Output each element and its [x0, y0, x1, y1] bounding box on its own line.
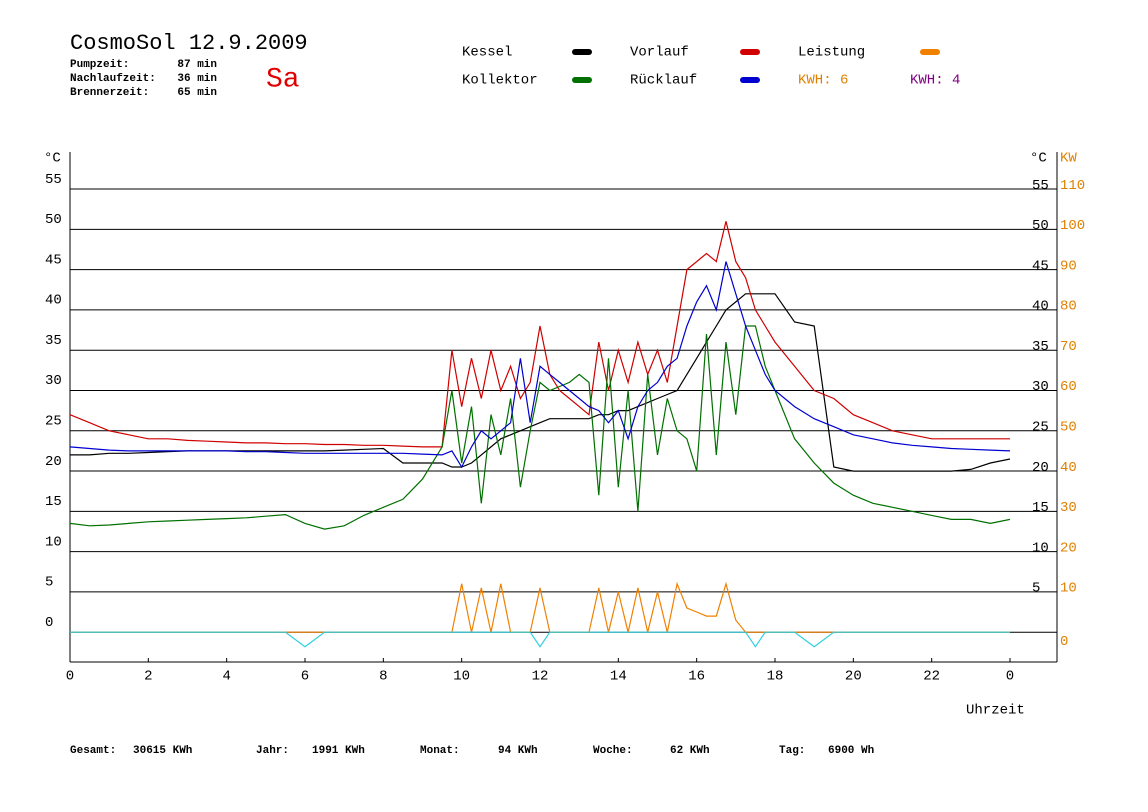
y2-tick-label: 10: [1060, 581, 1077, 597]
y-axis-label-right: °C: [1030, 151, 1047, 167]
y-tick-label-right: 45: [1032, 258, 1049, 274]
y2-tick-label: 70: [1060, 339, 1077, 355]
y-tick-label: 35: [45, 333, 62, 349]
series-line: [70, 631, 1010, 648]
y-tick-label: 55: [45, 172, 62, 188]
weekday: Sa: [266, 64, 300, 95]
y-tick-label: 10: [45, 534, 62, 550]
legend-swatch: [572, 49, 592, 55]
y-tick-label: 5: [45, 575, 53, 591]
x-tick-label: 14: [610, 669, 627, 685]
footer-label: Tag:: [779, 745, 805, 757]
legend-swatch: [920, 49, 940, 55]
y-tick-label-right: 40: [1032, 299, 1049, 315]
y2-axis-label: KW: [1060, 151, 1077, 167]
chart-title: CosmoSol 12.9.2009: [70, 31, 308, 56]
stat-value: 87 min: [177, 59, 217, 71]
legend-label: Rücklauf: [630, 73, 697, 89]
kwh-label: KWH: 6: [798, 73, 848, 89]
stat-label: Brennerzeit:: [70, 87, 149, 99]
y2-tick-label: 30: [1060, 500, 1077, 516]
legend-swatch: [740, 77, 760, 83]
footer-label: Jahr:: [256, 745, 289, 757]
x-tick-label: 8: [379, 669, 387, 685]
footer-value: 62 KWh: [670, 745, 710, 757]
legend-swatch: [572, 77, 592, 83]
stat-label: Nachlaufzeit:: [70, 73, 156, 85]
x-tick-label: 22: [923, 669, 940, 685]
x-tick-label: 20: [845, 669, 862, 685]
y2-tick-label: 80: [1060, 299, 1077, 315]
y-tick-label-right: 30: [1032, 379, 1049, 395]
x-tick-label: 12: [532, 669, 549, 685]
series-line: [69, 261, 1011, 469]
footer-value: 30615 KWh: [133, 745, 192, 757]
stat-label: Pumpzeit:: [70, 59, 129, 71]
y-tick-label-right: 25: [1032, 419, 1049, 435]
y-tick-label-right: 20: [1032, 460, 1049, 476]
x-tick-label: 2: [144, 669, 152, 685]
footer-label: Gesamt:: [70, 745, 116, 757]
series-line: [70, 581, 1010, 633]
x-tick-label: 0: [1006, 669, 1014, 685]
x-tick-label: 6: [301, 669, 309, 685]
y2-tick-label: 100: [1060, 218, 1085, 234]
kwh-label: KWH: 4: [910, 73, 960, 89]
x-axis-label: Uhrzeit: [966, 703, 1025, 719]
y-tick-label-right: 10: [1032, 540, 1049, 556]
y-tick-label: 30: [45, 373, 62, 389]
x-tick-label: 4: [222, 669, 230, 685]
legend-swatch: [740, 49, 760, 55]
y-tick-label-right: 5: [1032, 581, 1040, 597]
y2-tick-label: 90: [1060, 258, 1077, 274]
footer-label: Woche:: [593, 745, 633, 757]
footer-value: 94 KWh: [498, 745, 538, 757]
stat-value: 65 min: [177, 87, 217, 99]
y2-tick-label: 60: [1060, 379, 1077, 395]
y-tick-label: 0: [45, 615, 53, 631]
y-tick-label-right: 15: [1032, 500, 1049, 516]
legend-label: Kessel: [462, 45, 512, 61]
x-tick-label: 10: [453, 669, 470, 685]
footer-label: Monat:: [420, 745, 460, 757]
y-tick-label: 50: [45, 212, 62, 228]
y-tick-label-right: 55: [1032, 178, 1049, 194]
y2-tick-label: 50: [1060, 419, 1077, 435]
legend-label: Leistung: [798, 45, 865, 61]
y-tick-label: 25: [45, 413, 62, 429]
footer-value: 1991 KWh: [312, 745, 365, 757]
y-tick-label-right: 50: [1032, 218, 1049, 234]
series-line: [70, 293, 1011, 472]
y-tick-label: 40: [45, 293, 62, 309]
stat-value: 36 min: [177, 73, 217, 85]
footer-value: 6900 Wh: [828, 745, 874, 757]
y2-tick-label: 40: [1060, 460, 1077, 476]
y2-tick-label: 0: [1060, 634, 1068, 650]
y-tick-label: 20: [45, 454, 62, 470]
y-tick-label: 45: [45, 252, 62, 268]
y2-tick-label: 20: [1060, 540, 1077, 556]
x-tick-label: 18: [767, 669, 784, 685]
legend-label: Vorlauf: [630, 45, 689, 61]
y-axis-label: °C: [44, 151, 61, 167]
y2-tick-label: 110: [1060, 178, 1085, 194]
y-tick-label: 15: [45, 494, 62, 510]
x-tick-label: 0: [66, 669, 74, 685]
legend-label: Kollektor: [462, 73, 538, 89]
series-line: [69, 325, 1011, 530]
x-tick-label: 16: [688, 669, 705, 685]
y-tick-label-right: 35: [1032, 339, 1049, 355]
series-line: [69, 221, 1010, 448]
